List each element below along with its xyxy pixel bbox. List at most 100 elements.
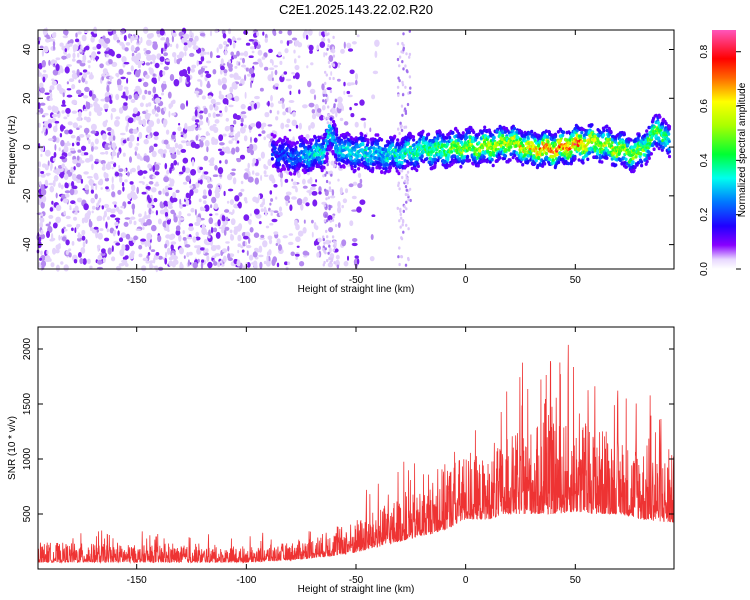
noise-speckle	[121, 259, 127, 264]
noise-speckle	[160, 47, 164, 54]
noise-speckle	[194, 106, 199, 110]
noise-speckle	[207, 51, 210, 55]
noise-speckle	[49, 207, 54, 212]
noise-speckle	[93, 226, 99, 230]
noise-speckle	[60, 139, 65, 147]
noise-speckle	[120, 232, 127, 239]
ridge-cell	[380, 169, 384, 174]
noise-speckle	[218, 148, 222, 152]
noise-speckle	[357, 182, 363, 189]
noise-speckle	[149, 150, 152, 153]
noise-speckle	[330, 71, 333, 76]
noise-speckle	[213, 203, 219, 210]
ridge-cell	[551, 158, 555, 162]
noise-speckle	[38, 62, 43, 70]
noise-speckle	[81, 34, 87, 42]
noise-speckle	[77, 94, 82, 97]
ridge-cell	[514, 144, 518, 148]
noise-speckle	[279, 40, 284, 44]
noise-speckle	[191, 32, 194, 39]
noise-speckle	[71, 241, 75, 246]
noise-speckle	[172, 192, 177, 199]
noise-speckle	[160, 37, 163, 41]
noise-speckle	[153, 135, 159, 141]
ridge-core	[334, 141, 338, 145]
noise-speckle	[398, 131, 401, 136]
noise-speckle	[243, 197, 248, 202]
noise-speckle	[287, 200, 291, 203]
noise-speckle	[53, 175, 59, 182]
noise-speckle	[69, 147, 76, 151]
noise-speckle	[61, 236, 67, 242]
noise-speckle	[124, 179, 128, 183]
noise-speckle	[177, 143, 183, 150]
ridge-cell	[467, 158, 472, 163]
noise-speckle	[49, 89, 52, 93]
noise-speckle	[86, 71, 91, 75]
noise-speckle	[374, 50, 378, 59]
ridge-cell	[537, 143, 541, 148]
ridge-cell	[422, 159, 426, 164]
noise-speckle	[194, 208, 197, 216]
noise-speckle	[330, 107, 336, 114]
noise-speckle	[332, 215, 335, 219]
noise-speckle	[83, 47, 86, 52]
noise-speckle	[308, 125, 311, 131]
ridge-cell	[359, 135, 363, 140]
noise-speckle	[69, 205, 72, 208]
noise-speckle	[212, 174, 218, 177]
noise-speckle	[401, 113, 404, 117]
noise-speckle	[142, 170, 148, 174]
noise-speckle	[254, 197, 260, 204]
noise-speckle	[243, 235, 249, 240]
noise-speckle	[268, 238, 273, 245]
ridge-cell	[363, 134, 367, 138]
noise-speckle	[292, 181, 297, 186]
noise-speckle	[399, 207, 402, 211]
noise-speckle	[143, 215, 149, 219]
noise-speckle	[168, 183, 174, 187]
noise-speckle	[111, 191, 116, 198]
noise-speckle	[328, 244, 331, 248]
ridge-cell	[433, 157, 438, 162]
ridge-cell	[466, 154, 470, 159]
noise-speckle	[252, 251, 258, 258]
noise-speckle	[180, 103, 186, 110]
ridge-cell	[302, 159, 307, 164]
noise-speckle	[266, 251, 271, 256]
noise-speckle	[329, 89, 333, 94]
noise-speckle	[334, 224, 338, 228]
noise-speckle	[178, 234, 182, 242]
noise-speckle	[139, 102, 144, 108]
noise-speckle	[179, 70, 185, 77]
noise-speckle	[61, 228, 65, 234]
noise-speckle	[135, 85, 141, 90]
noise-speckle	[46, 173, 50, 177]
noise-speckle	[192, 261, 198, 269]
noise-speckle	[330, 173, 333, 177]
noise-speckle	[320, 31, 325, 36]
noise-speckle	[51, 32, 57, 38]
noise-speckle	[406, 170, 410, 174]
noise-speckle	[249, 227, 254, 233]
noise-speckle	[99, 152, 106, 155]
noise-speckle	[203, 238, 208, 245]
ridge-cell	[581, 161, 585, 165]
noise-speckle	[331, 218, 335, 222]
noise-speckle	[76, 141, 80, 146]
noise-speckle	[90, 103, 93, 108]
noise-speckle	[219, 142, 225, 146]
noise-speckle	[81, 145, 87, 151]
noise-speckle	[262, 240, 268, 248]
ridge-cell	[546, 135, 550, 139]
noise-speckle	[242, 115, 247, 119]
noise-speckle	[40, 173, 46, 178]
noise-speckle	[402, 48, 405, 52]
ridge-cell	[455, 129, 459, 133]
noise-speckle	[48, 214, 54, 219]
noise-speckle	[318, 31, 322, 37]
noise-speckle	[133, 116, 136, 123]
noise-speckle	[265, 225, 270, 229]
noise-speckle	[130, 216, 136, 220]
noise-speckle	[65, 249, 70, 256]
